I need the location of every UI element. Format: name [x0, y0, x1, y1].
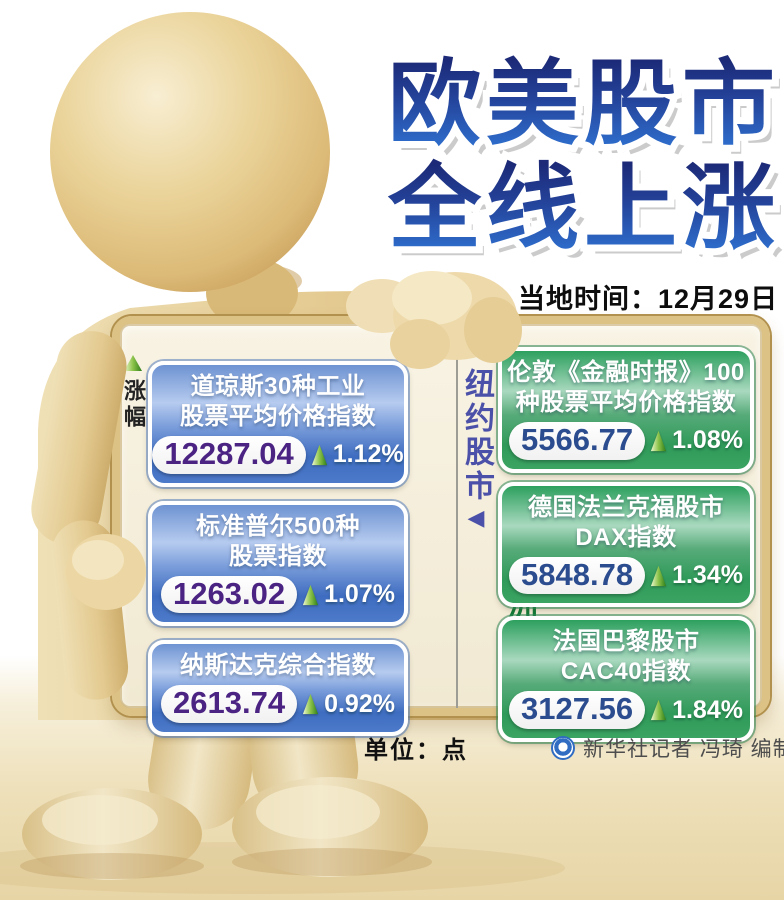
index-box-cac40: 法国巴黎股市 CAC40指数 3127.56 1.84% [498, 616, 754, 743]
index-title-line: 法国巴黎股市 [552, 628, 700, 656]
index-board: 涨幅 道琼斯30种工业 股票平均价格指数 12287.04 1.12% 标准普尔… [112, 316, 770, 743]
up-triangle-icon [650, 430, 667, 452]
index-change: 1.34% [672, 561, 743, 590]
index-value-row: 5848.78 1.34% [506, 556, 746, 595]
index-box-sp500: 标准普尔500种 股票指数 1263.02 1.07% [148, 500, 408, 627]
index-box-ftse100: 伦敦《金融时报》100 种股票平均价格指数 5566.77 1.08% [498, 347, 754, 473]
index-value: 3127.56 [509, 691, 646, 730]
index-title-line: 种股票平均价格指数 [515, 389, 737, 416]
headline-line1-outline: 欧美股市 [381, 51, 782, 158]
index-box-nasdaq: 纳斯达克综合指数 2613.74 0.92% [148, 640, 408, 737]
index-value: 1263.02 [161, 575, 298, 614]
index-title-line: 标准普尔500种 [195, 512, 361, 540]
date-label: 当地时间：12月29日 [518, 284, 779, 314]
index-title-line: 股票指数 [229, 542, 327, 570]
index-value-row: 5566.77 1.08% [506, 422, 746, 460]
index-value-row: 3127.56 1.84% [506, 691, 746, 730]
credit: 新华社记者 冯琦 编制 [551, 733, 784, 763]
index-title-line: DAX指数 [575, 523, 677, 551]
index-title-line: CAC40指数 [560, 658, 692, 686]
market-label-text: 纽约股市 [460, 368, 493, 504]
index-change: 0.92% [324, 689, 395, 718]
headline-line1-text: 欧美股市 [388, 52, 780, 156]
index-title-line: 股票平均价格指数 [180, 403, 376, 430]
index-change: 1.08% [672, 426, 743, 455]
headline-line2-text: 全线上涨 [388, 156, 780, 260]
index-box-dow-jones: 道琼斯30种工业 股票平均价格指数 12287.04 1.12% [148, 361, 408, 487]
index-value-row: 12287.04 1.12% [152, 436, 404, 474]
xinhua-logo-icon [551, 736, 575, 760]
index-value-row: 1263.02 1.07% [156, 575, 400, 614]
arrow-left-icon: ◀ [467, 505, 485, 530]
index-title-line: 纳斯达克综合指数 [180, 652, 376, 680]
up-triangle-icon [650, 700, 667, 721]
up-triangle-icon [650, 565, 667, 586]
index-box-dax: 德国法兰克福股市 DAX指数 5848.78 1.34% [498, 481, 754, 608]
credit-label: 新华社记者 冯琦 编制 [583, 738, 784, 761]
rise-label: 涨幅 [121, 379, 146, 431]
new-york-column: 道琼斯30种工业 股票平均价格指数 12287.04 1.12% 标准普尔500… [148, 361, 408, 737]
index-value: 2613.74 [161, 685, 298, 724]
rise-triangle-icon [124, 355, 142, 371]
index-value: 5566.77 [509, 422, 646, 460]
index-change: 1.07% [324, 580, 395, 609]
index-title-line: 德国法兰克福股市 [528, 493, 724, 521]
headline-line2: 全线上涨 全线上涨 [381, 155, 782, 262]
up-triangle-icon [302, 694, 319, 715]
europe-column: 伦敦《金融时报》100 种股票平均价格指数 5566.77 1.08% 德国法兰… [498, 347, 754, 743]
rise-legend: 涨幅 [113, 354, 153, 431]
up-triangle-icon [311, 444, 327, 466]
index-value: 5848.78 [509, 556, 646, 595]
index-change: 1.12% [332, 440, 404, 469]
index-title-line: 伦敦《金融时报》100 [507, 359, 745, 386]
headline-line1: 欧美股市 欧美股市 [381, 51, 782, 158]
index-title-line: 道琼斯30种工业 [190, 373, 366, 400]
headline-line2-outline: 全线上涨 [381, 155, 782, 262]
index-value-row: 2613.74 0.92% [156, 685, 400, 724]
index-change: 1.84% [672, 695, 743, 724]
up-triangle-icon [302, 584, 319, 605]
index-value: 12287.04 [152, 436, 306, 474]
unit-label: 单位：点 [364, 737, 468, 764]
